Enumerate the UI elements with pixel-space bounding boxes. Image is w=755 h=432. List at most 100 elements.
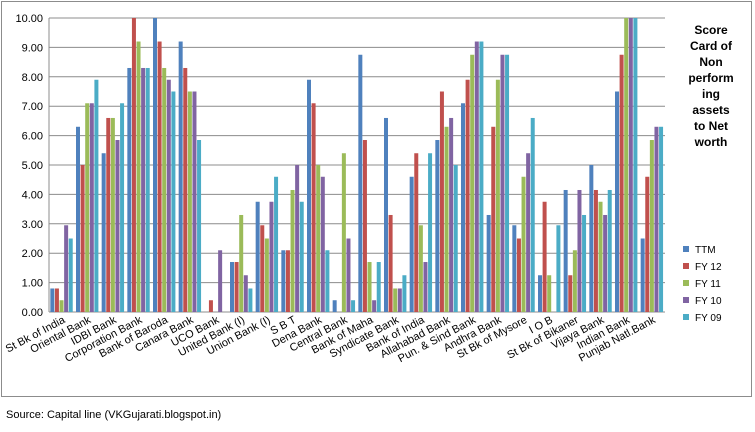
bar [486,214,491,312]
chart-title-line: ing [702,87,720,101]
bar [516,238,521,312]
bar [593,189,598,312]
bar [307,79,311,313]
bar [397,288,402,312]
bar [615,91,619,312]
bar [582,214,587,312]
bar [76,126,80,312]
bar [166,79,171,313]
bar [281,250,286,312]
bar [409,176,414,312]
chart-title-line: Non [699,55,723,69]
source-note: Source: Capital line (VKGujarati.blogspo… [6,409,222,421]
chart-title: Score Card of Non perform ing assets to Net wor… [676,22,746,150]
y-tick-label: 4.00 [22,189,43,201]
bar [423,262,428,312]
bar-chart: 0.00 1.00 2.00 3.00 4.00 5.00 6.00 7.00 8.00 9.00… [4,13,722,365]
legend-swatch [683,314,689,320]
bar [183,67,188,312]
bar [178,41,183,313]
bar [94,79,99,313]
bar [269,201,274,312]
bar [171,91,176,312]
bar [577,189,582,312]
bar [54,288,59,312]
bar [530,117,535,313]
bar [264,238,269,312]
bar [495,79,500,313]
bar [542,201,547,312]
bar [439,91,444,312]
bar [68,238,73,312]
bar [512,225,517,312]
bar [346,238,351,312]
bar [131,18,136,312]
legend-label: TTM [695,245,716,256]
y-tick-label: 0.00 [22,307,43,319]
bar [341,153,346,312]
bar [479,41,484,313]
bar [474,41,479,313]
bar [243,275,248,312]
bar [461,103,465,312]
bar [120,103,125,312]
y-tick-label: 8.00 [22,72,43,84]
bar [260,225,265,312]
bar [607,189,612,312]
bar [325,250,330,312]
bar [598,201,603,312]
bar [80,165,85,312]
bar [290,189,295,312]
bar [367,262,372,312]
bar [162,67,167,312]
bar [449,117,454,313]
bar [153,18,157,312]
legend-label: FY 11 [695,279,721,290]
bar [505,54,510,312]
legend-swatch [683,280,689,286]
chart-title-line: Score [694,23,728,37]
bar [332,300,337,312]
bar [628,18,633,312]
bar [453,165,458,312]
bar [316,165,321,312]
bar [157,41,162,313]
bar [428,153,433,312]
y-tick-label: 9.00 [22,42,43,54]
bar [145,67,150,312]
bar [538,275,542,312]
bar [603,214,608,312]
legend-swatch [683,246,689,252]
bar [444,126,449,312]
bar [234,262,239,312]
chart-title-line: perform [688,71,734,85]
bar [470,54,475,312]
chart-title-line: assets [692,103,730,117]
bar [491,126,496,312]
chart-title-line: worth [694,135,728,149]
bar [115,140,120,312]
bar [659,126,664,312]
bar [649,140,654,312]
bar [521,176,526,312]
bar [624,18,629,312]
bar [110,117,115,313]
bar [208,300,213,312]
bar [376,262,381,312]
legend-label: FY 10 [695,296,722,307]
bar [187,91,192,312]
bar [640,238,645,312]
bar [230,262,234,312]
bar [311,103,316,312]
bar [402,275,407,312]
bar [500,54,505,312]
bar [393,288,398,312]
bar [563,189,568,312]
chart-title-line: to Net [694,119,728,133]
bar [526,153,531,312]
bar [384,117,388,313]
legend-label: FY 12 [695,262,722,273]
bar [465,79,470,313]
bar [572,250,577,312]
bar [654,126,659,312]
